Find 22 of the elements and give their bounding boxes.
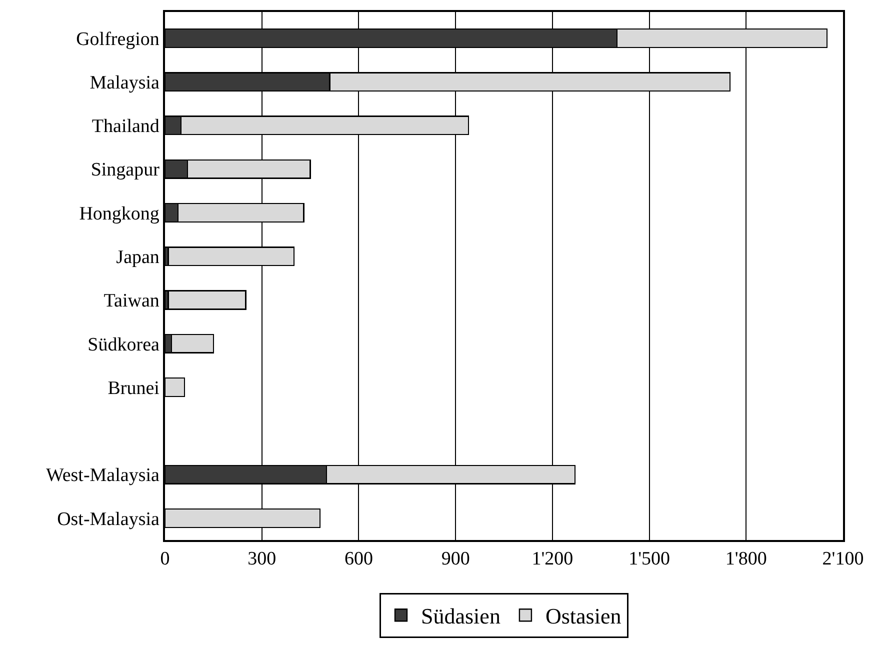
y-tick-label: Taiwan xyxy=(104,290,160,312)
x-tick-label: 0 xyxy=(160,548,170,570)
y-tick-label: Japan xyxy=(116,247,160,268)
y-tick-label: West-Malaysia xyxy=(46,465,160,486)
x-tick-label: 300 xyxy=(248,548,276,570)
x-tick-label: 900 xyxy=(441,548,470,570)
legend-label: Südasien xyxy=(421,604,500,629)
x-tick-label: 1'500 xyxy=(628,548,670,570)
y-tick-label: Hongkong xyxy=(79,203,160,224)
x-tick-label: 1'200 xyxy=(532,548,574,570)
y-tick-label: Thailand xyxy=(92,116,160,138)
y-tick-label: Golfregion xyxy=(76,28,160,50)
x-tick-label: 2'100 xyxy=(822,548,864,570)
bar xyxy=(168,290,246,310)
y-tick-label: Brunei xyxy=(108,378,160,399)
x-tick-label: 1'800 xyxy=(725,548,767,570)
y-tick-label: Singapur xyxy=(90,160,160,181)
y-tick-label: Malaysia xyxy=(90,72,160,94)
y-tick-label: Südkorea xyxy=(88,334,160,356)
x-tick-label: 600 xyxy=(344,548,373,570)
y-tick-label: Ost-Malaysia xyxy=(57,508,160,530)
legend-label: Ostasien xyxy=(545,604,622,629)
